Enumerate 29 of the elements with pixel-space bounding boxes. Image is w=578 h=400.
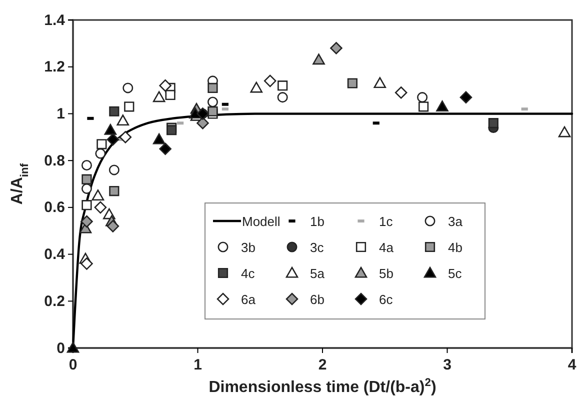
y-tick-label: 0.4 — [44, 246, 66, 264]
legend-label: 1c — [379, 214, 394, 229]
legend-label: 5c — [448, 266, 462, 281]
legend-label: 4a — [379, 240, 394, 255]
legend-label: 1b — [310, 214, 324, 229]
legend-label: Modell — [242, 214, 280, 229]
x-tick-label: 4 — [568, 356, 577, 374]
legend-label: 3c — [310, 240, 324, 255]
legend-label: 6c — [379, 292, 394, 307]
y-tick-label: 1 — [56, 106, 65, 123]
legend-label: 3a — [448, 214, 464, 229]
y-tick-label: 0.8 — [44, 152, 65, 170]
y-tick-label: 0.6 — [44, 199, 65, 216]
legend-label: 6a — [241, 292, 256, 307]
legend-label: 3b — [241, 240, 256, 255]
x-tick-label: 3 — [443, 356, 452, 374]
legend-label: 4b — [448, 240, 462, 255]
x-tick-label: 2 — [318, 356, 327, 374]
legend-label: 5a — [310, 266, 326, 281]
y-tick-label: 1.4 — [44, 12, 66, 29]
legend-label: 6b — [310, 292, 324, 307]
y-tick-label: 1.2 — [44, 58, 65, 76]
legend-label: 4c — [241, 266, 256, 281]
x-axis-title: Dimensionless time (Dt/(b-a)$^{2}$) — [208, 377, 436, 396]
x-tick-label: 1 — [194, 356, 202, 374]
x-tick-label: 0 — [68, 356, 78, 374]
legend-label: 5b — [379, 266, 394, 281]
y-tick-label: 0.2 — [44, 292, 65, 310]
y-tick-label: 0 — [56, 340, 65, 357]
